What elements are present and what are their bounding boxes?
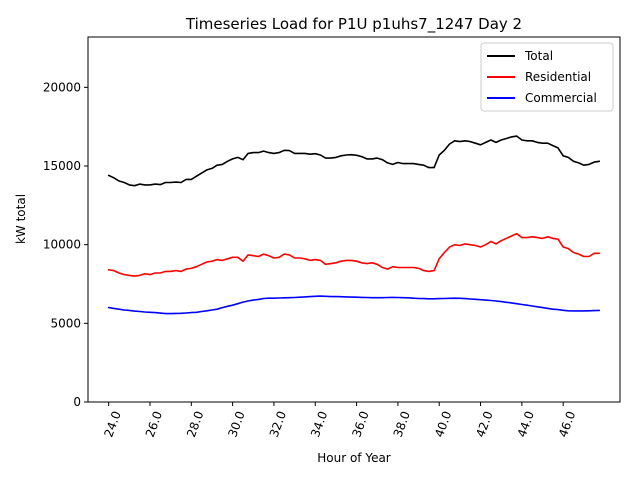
legend: Total Residential Commercial [480, 42, 614, 112]
series-line-total [107, 135, 601, 187]
legend-label-commercial: Commercial [525, 91, 597, 105]
y-axis-label: kW total [14, 194, 28, 244]
legend-label-residential: Residential [525, 70, 591, 84]
axes-frame [87, 36, 621, 403]
series-line-residential [107, 232, 601, 277]
legend-box [480, 42, 614, 112]
chart-title: Timeseries Load for P1U p1uhs7_1247 Day … [185, 15, 522, 34]
y-tick-label: 15000 [43, 159, 81, 173]
y-tick-label: 10000 [43, 238, 81, 252]
x-axis-label: Hour of Year [317, 451, 391, 465]
legend-label-total: Total [524, 49, 553, 63]
y-tick-label: 5000 [50, 316, 81, 330]
series-line-commercial [107, 295, 601, 315]
y-tick-label: 0 [73, 395, 81, 409]
y-tick-label: 20000 [43, 80, 81, 94]
